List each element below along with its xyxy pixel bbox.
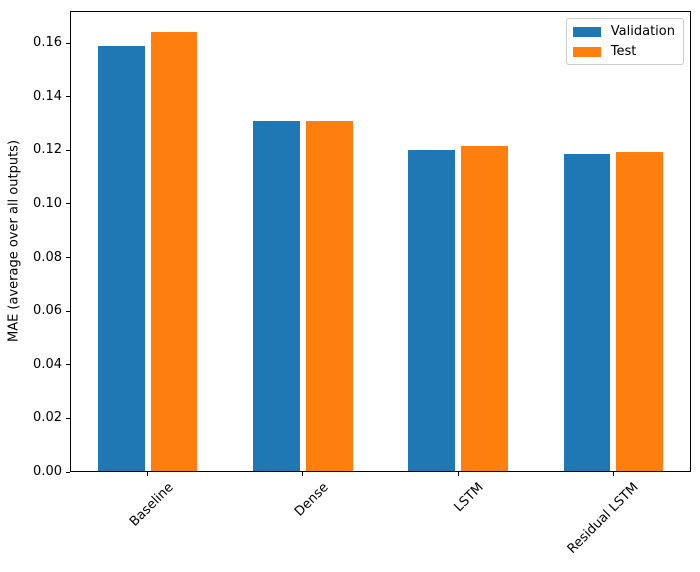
y-tick-mark bbox=[66, 364, 70, 366]
y-tick-label: 0.12 bbox=[33, 142, 62, 158]
plot-area: Validation Test bbox=[70, 11, 691, 472]
x-tick-mark bbox=[457, 472, 459, 476]
bar-test-baseline bbox=[150, 32, 198, 472]
bar-validation-residual-lstm bbox=[563, 154, 611, 472]
legend-label-test: Test bbox=[610, 44, 637, 59]
x-tick-mark bbox=[612, 472, 614, 476]
bar-test-lstm bbox=[461, 146, 508, 472]
x-tick-label-lstm: LSTM bbox=[451, 480, 487, 516]
y-tick-mark bbox=[66, 149, 70, 151]
y-tick-mark bbox=[66, 96, 70, 98]
y-tick-label: 0.14 bbox=[33, 88, 62, 104]
y-tick-label: 0.02 bbox=[33, 410, 62, 426]
validation-color-swatch bbox=[572, 26, 601, 37]
y-tick-label: 0.16 bbox=[33, 35, 62, 51]
y-tick-mark bbox=[66, 257, 70, 259]
legend-item-validation: Validation bbox=[572, 24, 675, 39]
y-tick-label: 0.08 bbox=[33, 249, 62, 265]
x-tick-mark bbox=[147, 472, 149, 476]
bar-test-dense bbox=[305, 120, 353, 472]
x-tick-label-residual-lstm: Residual LSTM bbox=[565, 480, 642, 557]
y-tick-mark bbox=[66, 42, 70, 44]
x-tick-mark bbox=[302, 472, 304, 476]
y-tick-mark bbox=[66, 471, 70, 473]
bar-validation-dense bbox=[253, 120, 300, 472]
x-tick-label-baseline: Baseline bbox=[126, 480, 177, 530]
y-tick-mark bbox=[66, 417, 70, 419]
y-tick-label: 0.04 bbox=[33, 356, 62, 372]
x-tick-label-dense: Dense bbox=[291, 480, 332, 520]
y-tick-label: 0.00 bbox=[33, 464, 62, 479]
bar-test-residual-lstm bbox=[616, 151, 664, 472]
legend-label-validation: Validation bbox=[610, 24, 675, 39]
test-color-swatch bbox=[572, 46, 601, 57]
y-tick-label: 0.06 bbox=[33, 303, 62, 319]
y-tick-label: 0.10 bbox=[33, 195, 62, 211]
bar-validation-lstm bbox=[408, 150, 455, 472]
y-tick-mark bbox=[66, 203, 70, 205]
bar-validation-baseline bbox=[97, 45, 145, 472]
y-tick-mark bbox=[66, 310, 70, 312]
legend-item-test: Test bbox=[572, 44, 675, 59]
legend: Validation Test bbox=[565, 18, 684, 65]
